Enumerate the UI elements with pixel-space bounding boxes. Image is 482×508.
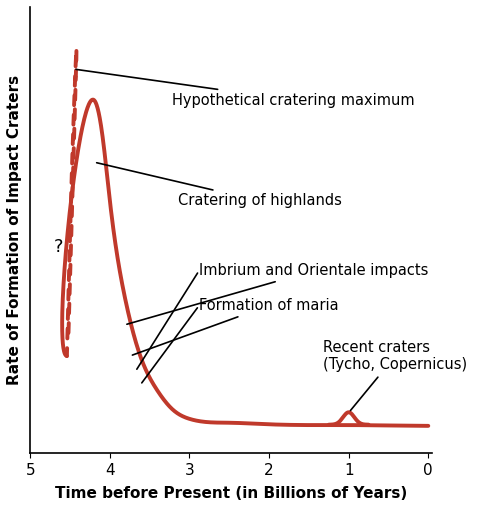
Y-axis label: Rate of Formation of Impact Craters: Rate of Formation of Impact Craters — [7, 75, 22, 385]
Text: Formation of maria: Formation of maria — [133, 298, 339, 355]
Text: Recent craters
(Tycho, Copernicus): Recent craters (Tycho, Copernicus) — [323, 340, 468, 410]
Text: ?: ? — [54, 238, 63, 257]
Text: Hypothetical cratering maximum: Hypothetical cratering maximum — [76, 70, 415, 108]
X-axis label: Time before Present (in Billions of Years): Time before Present (in Billions of Year… — [55, 486, 407, 501]
Text: Imbrium and Orientale impacts: Imbrium and Orientale impacts — [127, 263, 428, 324]
Text: Cratering of highlands: Cratering of highlands — [97, 163, 341, 208]
